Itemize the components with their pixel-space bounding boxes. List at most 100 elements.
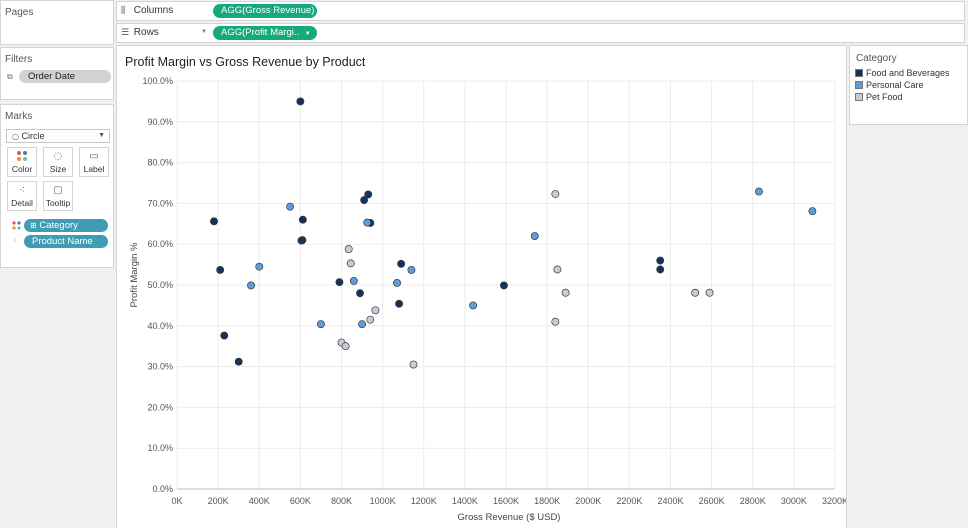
pages-pane: Pages [0, 0, 114, 45]
rows-shelf-label: ☰ Rows [121, 27, 159, 38]
marks-pane: Marks ○ Circle ▼ Color ◌ Size ▭ Label ⁖ … [0, 104, 114, 268]
point-personal-care[interactable] [808, 207, 817, 216]
y-tick-label: 100.0% [142, 76, 173, 86]
chart-title: Profit Margin vs Gross Revenue by Produc… [125, 55, 366, 69]
columns-pill-gross-revenue[interactable]: AGG(Gross Revenue) [213, 4, 317, 18]
label-icon: ▭ [89, 151, 99, 162]
point-food-and-beverages[interactable] [298, 236, 307, 245]
point-pet-food[interactable] [691, 288, 700, 297]
point-food-and-beverages[interactable] [298, 215, 307, 224]
legend-item-label: Pet Food [866, 92, 903, 102]
color-encoding-icon [12, 221, 21, 233]
x-tick-label: 2600K [699, 496, 725, 506]
x-tick-label: 1000K [370, 496, 396, 506]
x-tick-label: 1200K [411, 496, 437, 506]
point-food-and-beverages[interactable] [395, 299, 404, 308]
rows-pill-label: AGG(Profit Margi.. [221, 27, 300, 38]
marks-pill-product-name[interactable]: Product Name [24, 235, 108, 248]
legend-item-label: Personal Care [866, 80, 924, 90]
color-label: Color [11, 164, 33, 174]
x-tick-label: 200K [208, 496, 229, 506]
point-personal-care[interactable] [407, 265, 416, 274]
point-pet-food[interactable] [551, 317, 560, 326]
point-personal-care[interactable] [393, 279, 401, 287]
rows-pill-profit-margin[interactable]: AGG(Profit Margi.. ▼ [213, 26, 317, 40]
detail-label: Detail [11, 198, 33, 208]
mark-type-label: Circle [21, 131, 45, 141]
point-food-and-beverages[interactable] [296, 97, 305, 106]
point-pet-food[interactable] [346, 259, 355, 268]
point-food-and-beverages[interactable] [656, 265, 665, 274]
point-pet-food[interactable] [409, 360, 418, 369]
scatter-chart: Profit Margin vs Gross Revenue by Produc… [125, 55, 846, 523]
point-personal-care[interactable] [358, 320, 367, 329]
point-food-and-beverages[interactable] [356, 289, 364, 298]
tooltip-button[interactable]: ▢ Tooltip [43, 181, 73, 211]
y-tick-label: 0.0% [152, 484, 173, 494]
rows-shelf-chevron-icon: ▼ [201, 29, 207, 35]
x-tick-label: 800K [331, 496, 352, 506]
point-pet-food[interactable] [705, 288, 714, 297]
point-food-and-beverages[interactable] [397, 259, 406, 268]
columns-shelf[interactable]: ⫼ Columns AGG(Gross Revenue) [116, 1, 965, 21]
point-personal-care[interactable] [530, 232, 539, 240]
color-button[interactable]: Color [7, 147, 37, 177]
point-personal-care[interactable] [363, 218, 372, 227]
point-pet-food[interactable] [371, 306, 380, 315]
y-tick-label: 80.0% [147, 158, 173, 168]
point-pet-food[interactable] [341, 342, 350, 351]
point-food-and-beverages[interactable] [360, 196, 369, 205]
mark-type-dropdown[interactable]: ○ Circle ▼ [6, 129, 110, 143]
point-pet-food[interactable] [561, 288, 570, 297]
point-food-and-beverages[interactable] [499, 281, 508, 290]
legend-item-personal-care[interactable]: Personal Care [855, 80, 924, 91]
point-pet-food[interactable] [344, 245, 353, 254]
point-personal-care[interactable] [469, 301, 478, 310]
point-personal-care[interactable] [286, 202, 295, 211]
legend-swatch [855, 81, 863, 89]
size-button[interactable]: ◌ Size [43, 147, 73, 177]
columns-shelf-label: ⫼ Columns [121, 5, 173, 16]
point-food-and-beverages[interactable] [210, 217, 218, 226]
point-food-and-beverages[interactable] [220, 331, 229, 340]
point-pet-food[interactable] [551, 190, 560, 198]
legend-item-pet-food[interactable]: Pet Food [855, 92, 903, 103]
detail-button[interactable]: ⁖ Detail [7, 181, 37, 211]
point-food-and-beverages[interactable] [234, 357, 243, 366]
y-tick-label: 40.0% [147, 321, 173, 331]
label-label: Label [83, 164, 105, 174]
y-tick-label: 60.0% [147, 239, 173, 249]
point-food-and-beverages[interactable] [335, 278, 344, 287]
marks-pill-category[interactable]: ⊞ Category [24, 219, 108, 232]
point-food-and-beverages[interactable] [656, 256, 665, 265]
chevron-down-icon: ▼ [98, 132, 105, 139]
point-food-and-beverages[interactable] [364, 190, 373, 199]
x-tick-label: 2200K [616, 496, 642, 506]
x-tick-label: 1800K [534, 496, 560, 506]
point-personal-care[interactable] [349, 276, 358, 285]
filters-title: Filters [5, 54, 33, 65]
legend-item-food-and-beverages[interactable]: Food and Beverages [855, 68, 950, 79]
point-personal-care[interactable] [316, 320, 325, 329]
legend-item-label: Food and Beverages [866, 68, 950, 78]
x-tick-label: 1400K [452, 496, 478, 506]
filter-pill-order-date[interactable]: Order Date [19, 70, 111, 83]
legend-title: Category [856, 53, 897, 64]
point-personal-care[interactable] [247, 281, 255, 290]
point-pet-food[interactable] [366, 315, 375, 324]
label-button[interactable]: ▭ Label [79, 147, 109, 177]
point-pet-food[interactable] [553, 265, 562, 274]
x-tick-label: 3200K [822, 496, 846, 506]
legend-pane: Category Food and Beverages Personal Car… [849, 45, 968, 125]
marks-title: Marks [5, 111, 33, 122]
legend-swatch [855, 69, 863, 77]
rows-pill-dropdown-icon[interactable]: ▼ [304, 31, 311, 37]
point-personal-care[interactable] [255, 262, 264, 271]
rows-shelf[interactable]: ☰ Rows ▼ AGG(Profit Margi.. ▼ [116, 23, 965, 43]
x-tick-label: 2800K [740, 496, 766, 506]
x-tick-label: 1600K [493, 496, 519, 506]
point-food-and-beverages[interactable] [216, 265, 225, 274]
point-personal-care[interactable] [754, 187, 763, 196]
columns-icon: ⫼ [121, 6, 126, 16]
rows-label-text: Rows [133, 27, 159, 38]
